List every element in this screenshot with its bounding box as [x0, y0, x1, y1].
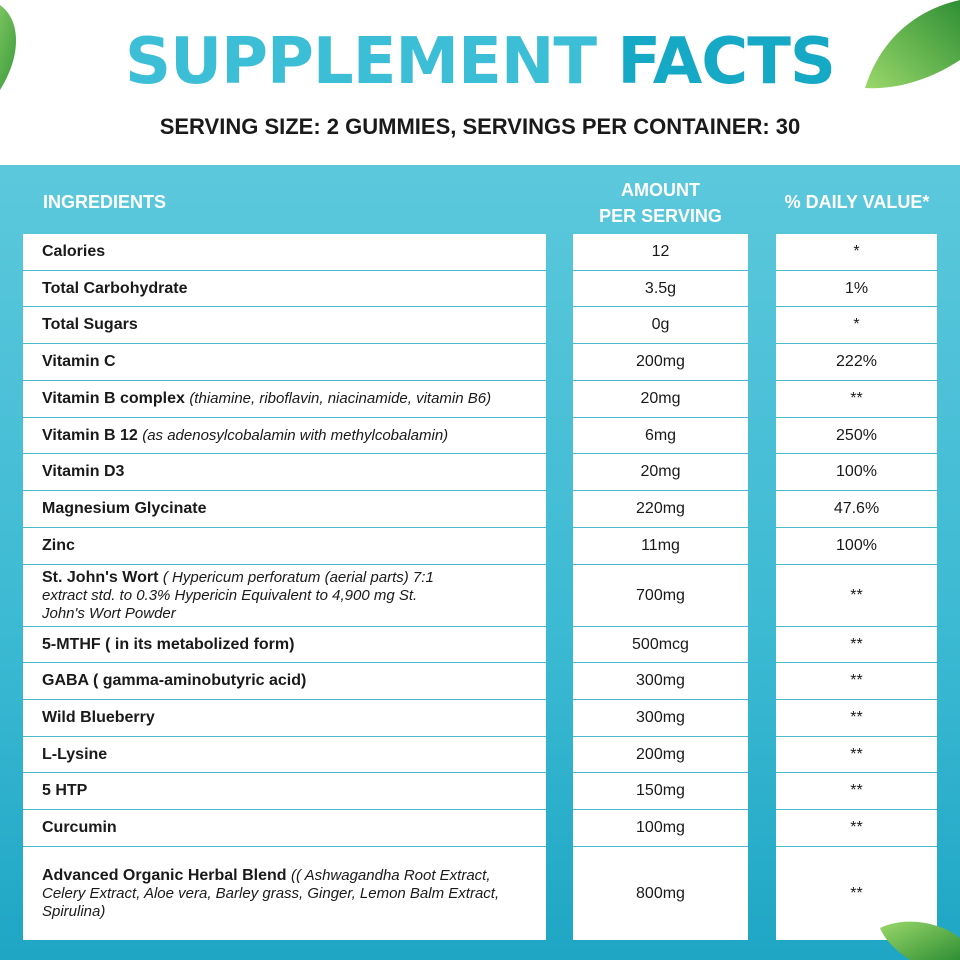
ingredient-name: 5 HTP — [42, 782, 88, 799]
amount-header-line1: AMOUNT — [621, 180, 700, 200]
amount-cell: 6mg — [573, 418, 748, 454]
leaf-icon — [865, 0, 960, 89]
amount-cell: 500mcg — [573, 627, 748, 663]
ingredient-description: (( Ashwagandha Root Extract, Celery Extr… — [42, 866, 500, 920]
leaf-icon — [0, 5, 16, 90]
ingredients-header: INGREDIENTS — [43, 192, 167, 212]
amount-cell: 20mg — [573, 454, 748, 491]
amount-cell: 11mg — [573, 528, 748, 565]
table-row: Curcumin — [23, 810, 546, 847]
amount-column: 12 3.5g 0g 200mg 20mg 6mg 20mg 220mg 11m… — [573, 234, 748, 940]
leaf-icon — [880, 921, 960, 960]
table-row: 5-MTHF ( in its metabolized form) — [23, 627, 546, 663]
ingredient-name: Calories — [42, 243, 106, 260]
ingredient-name: Zinc — [42, 537, 75, 554]
ingredient-name: Vitamin B complex — [42, 390, 185, 407]
table-row: GABA ( gamma-aminobutyric acid) — [23, 663, 546, 700]
table-row: 5 HTP — [23, 773, 546, 810]
serving-info: SERVING SIZE: 2 GUMMIES, SERVINGS PER CO… — [159, 114, 801, 139]
amount-cell: 220mg — [573, 491, 748, 528]
daily-value-cell: ** — [776, 565, 937, 627]
amount-cell: 12 — [573, 234, 748, 271]
table-row: Vitamin B complex (thiamine, riboflavin,… — [23, 381, 546, 418]
daily-value-cell: * — [776, 234, 937, 271]
table-row: Total Carbohydrate — [23, 271, 546, 307]
table-row: Magnesium Glycinate — [23, 491, 546, 528]
header: SUPPLEMENT FACTS SERVING SIZE: 2 GUMMIES… — [0, 0, 960, 165]
amount-cell: 0g — [573, 307, 748, 344]
ingredient-name: Curcumin — [42, 819, 117, 836]
title-word-1: SUPPLEMENT — [125, 25, 597, 99]
ingredient-description: ( Hypericum perforatum (aerial parts) 7:… — [42, 568, 434, 622]
daily-value-cell: 100% — [776, 528, 937, 565]
ingredient-description: (as adenosylcobalamin with methylcobalam… — [142, 426, 449, 444]
ingredient-name: Advanced Organic Herbal Blend — [42, 866, 287, 884]
amount-cell: 3.5g — [573, 271, 748, 307]
amount-cell: 100mg — [573, 810, 748, 847]
amount-cell: 150mg — [573, 773, 748, 810]
daily-value-cell: ** — [776, 627, 937, 663]
amount-cell: 800mg — [636, 884, 685, 902]
amount-cell: 300mg — [573, 663, 748, 700]
ingredient-name: Vitamin B 12 — [42, 426, 138, 444]
amount-header: AMOUNT PER SERVING — [573, 177, 748, 229]
amount-cell: 700mg — [573, 565, 748, 627]
table-row: L-Lysine — [23, 737, 546, 773]
daily-value-cell: ** — [776, 773, 937, 810]
table-row: Advanced Organic Herbal Blend (( Ashwaga… — [23, 847, 546, 940]
daily-value-cell: ** — [850, 884, 863, 902]
page-title: SUPPLEMENT FACTS — [0, 22, 960, 102]
ingredient-description: (thiamine, riboflavin, niacinamide, vita… — [189, 390, 492, 407]
title-word-2: FACTS — [617, 25, 836, 99]
table-row: St. John's Wort ( Hypericum perforatum (… — [23, 565, 546, 627]
daily-value-column: * 1% * 222% ** 250% 100% 47.6% 100% ** *… — [776, 234, 937, 940]
amount-cell: 20mg — [573, 381, 748, 418]
ingredient-name: Magnesium Glycinate — [42, 500, 207, 517]
daily-value-cell: 1% — [776, 271, 937, 307]
table-row: Wild Blueberry — [23, 700, 546, 737]
table-row: Calories — [23, 234, 546, 271]
ingredient-name: L-Lysine — [42, 745, 108, 763]
daily-value-cell: ** — [776, 810, 937, 847]
daily-value-cell: 47.6% — [776, 491, 937, 528]
amount-header-line2: PER SERVING — [599, 206, 722, 226]
daily-value-cell: ** — [776, 381, 937, 418]
daily-value-cell: ** — [776, 663, 937, 700]
ingredient-name: St. John's Wort — [42, 568, 159, 586]
ingredient-name: Total Carbohydrate — [42, 279, 188, 297]
daily-value-cell: 222% — [776, 344, 937, 381]
daily-value-cell: ** — [776, 700, 937, 737]
daily-value-cell: * — [776, 307, 937, 344]
daily-value-cell: 250% — [776, 418, 937, 454]
amount-cell: 200mg — [573, 344, 748, 381]
ingredient-name: 5-MTHF ( in its metabolized form) — [42, 635, 295, 653]
table-row: Total Sugars — [23, 307, 546, 344]
table-row: Vitamin C — [23, 344, 546, 381]
table-row: Vitamin B 12 (as adenosylcobalamin with … — [23, 418, 546, 454]
daily-value-header: % DAILY VALUE* — [784, 192, 930, 212]
ingredient-name: Wild Blueberry — [42, 709, 155, 726]
daily-value-cell: ** — [776, 737, 937, 773]
ingredient-name: Vitamin C — [42, 353, 116, 370]
ingredient-name: GABA ( gamma-aminobutyric acid) — [42, 672, 307, 689]
amount-cell: 300mg — [573, 700, 748, 737]
table-row: Zinc — [23, 528, 546, 565]
ingredients-column: Calories Total Carbohydrate Total Sugars… — [23, 234, 546, 940]
table-row: Vitamin D3 — [23, 454, 546, 491]
ingredient-name: Total Sugars — [42, 316, 138, 333]
amount-cell: 200mg — [573, 737, 748, 773]
daily-value-cell: 100% — [776, 454, 937, 491]
ingredient-name: Vitamin D3 — [42, 463, 125, 480]
